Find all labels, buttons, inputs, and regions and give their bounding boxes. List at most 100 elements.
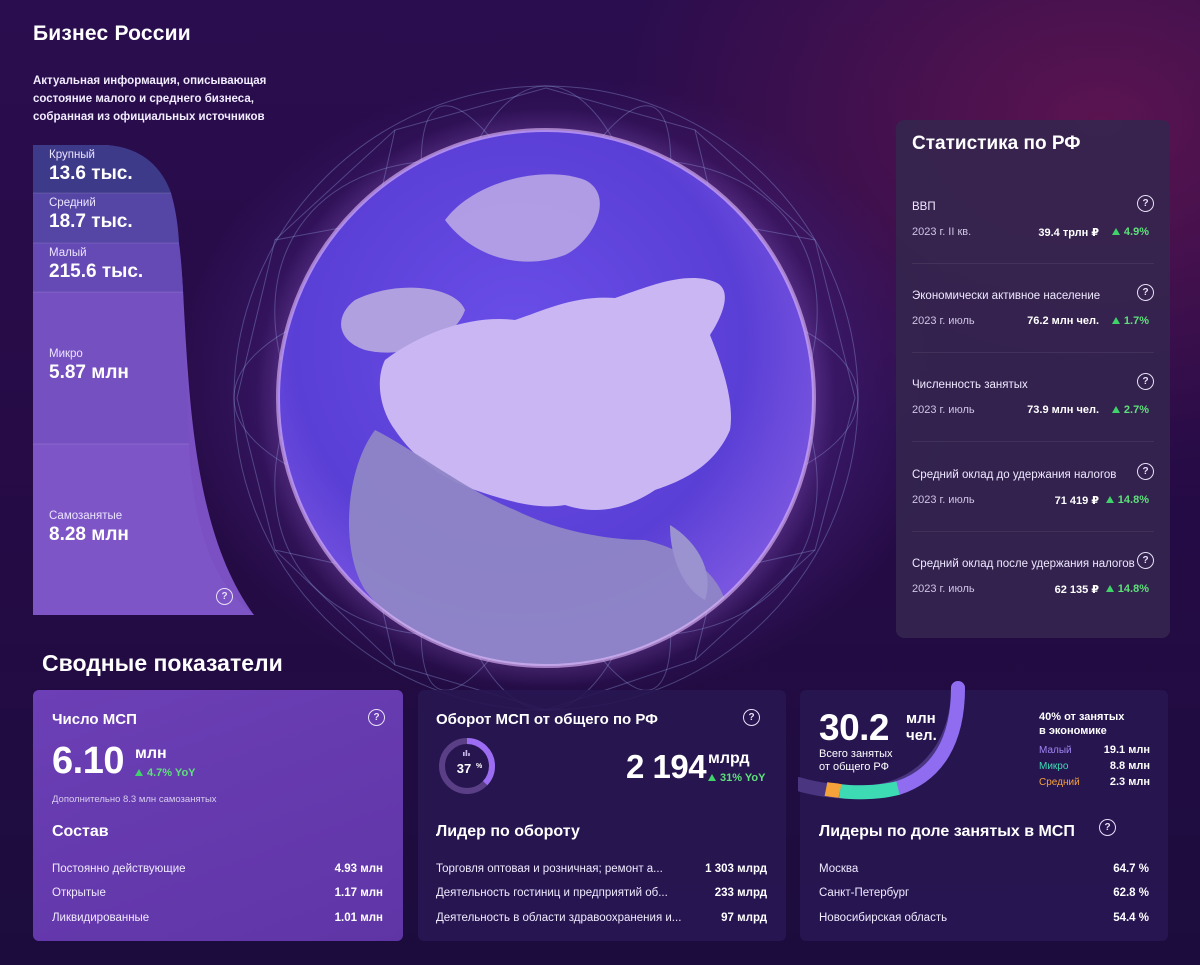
tier-value: 13.6 тыс.: [49, 163, 133, 184]
business-size-funnel: Крупный 13.6 тыс. Средний 18.7 тыс. Малы…: [33, 145, 254, 615]
stat-date: 2023 г. июль: [912, 315, 975, 327]
tier-label: Микро: [49, 348, 83, 360]
tier-label: Самозанятые: [49, 510, 123, 522]
stat-value: 62 135 ₽: [1054, 584, 1099, 596]
card-title: Оборот МСП от общего по РФ: [436, 711, 658, 728]
help-icon[interactable]: ?: [1137, 284, 1154, 301]
stat-name: Средний оклад после удержания налогов: [912, 558, 1135, 570]
help-icon[interactable]: ?: [1137, 373, 1154, 390]
composition-row-value: 1.01 млн: [334, 912, 383, 924]
msp-count-unit: млн: [135, 745, 167, 762]
tier-small: Малый 215.6 тыс.: [49, 247, 143, 283]
industry-row-value: 97 млрд: [721, 912, 767, 924]
region-row-value: 62.8 %: [1113, 887, 1149, 899]
up-triangle-icon: [1105, 496, 1114, 503]
turnover-yoy: 31% YoY: [708, 772, 765, 784]
msp-count-yoy: 4.7% YoY: [135, 767, 196, 779]
turnover-card: Оборот МСП от общего по РФ ? 37 % 2 194 …: [418, 690, 786, 941]
funnel-shape: [33, 145, 254, 615]
stat-active-population: Экономически активное население ? 2023 г…: [912, 284, 1154, 350]
composition-row-label: Открытые: [52, 887, 106, 899]
page-title: Бизнес России: [33, 22, 191, 45]
stat-change: 14.8%: [1105, 494, 1149, 506]
tier-medium: Средний 18.7 тыс.: [49, 197, 133, 233]
stats-title: Статистика по РФ: [912, 133, 1081, 154]
up-triangle-icon: [135, 769, 143, 776]
help-icon[interactable]: ?: [1099, 819, 1116, 836]
msp-count-card: Число МСП ? 6.10 млн 4.7% YoY Дополнител…: [33, 690, 403, 941]
stat-value: 73.9 млн чел.: [1027, 404, 1099, 416]
up-triangle-icon: [1111, 317, 1120, 324]
stat-change: 4.9%: [1111, 226, 1149, 238]
up-triangle-icon: [1111, 228, 1120, 235]
stat-value: 39.4 трлн ₽: [1038, 227, 1099, 239]
help-icon[interactable]: ?: [368, 709, 385, 726]
legend-value-micro: 8.8 млн: [1109, 760, 1150, 772]
stat-change: 1.7%: [1111, 315, 1149, 327]
turnover-share-donut: 37 %: [439, 738, 495, 794]
help-icon[interactable]: ?: [1137, 552, 1154, 569]
help-icon[interactable]: ?: [1137, 195, 1154, 212]
employment-value: 30.2: [819, 707, 890, 748]
tier-label: Малый: [49, 247, 87, 259]
region-row-value: 54.4 %: [1113, 912, 1149, 924]
region-row-value: 64.7 %: [1113, 863, 1149, 875]
help-icon[interactable]: ?: [1137, 463, 1154, 480]
card-title: Число МСП: [52, 711, 137, 728]
tier-label: Средний: [49, 197, 96, 209]
divider: [912, 441, 1154, 442]
stat-employed: Численность занятых ? 2023 г. июль 73.9 …: [912, 373, 1154, 439]
summary-title: Сводные показатели: [42, 650, 283, 676]
tier-value: 215.6 тыс.: [49, 261, 144, 282]
composition-row-label: Ликвидированные: [52, 912, 150, 924]
employment-share-line1: 40% от занятых: [1039, 711, 1125, 723]
employment-caption-line2: от общего РФ: [819, 761, 889, 773]
up-triangle-icon: [1105, 585, 1114, 592]
stat-value: 76.2 млн чел.: [1027, 315, 1099, 327]
stat-date: 2023 г. II кв.: [912, 226, 972, 238]
legend-label-medium: Средний: [1039, 777, 1080, 788]
legend-value-small: 19.1 млн: [1103, 744, 1150, 756]
industry-row-label: Деятельность гостиниц и предприятий об..…: [436, 887, 668, 899]
stat-change: 2.7%: [1111, 404, 1149, 416]
industry-row-label: Деятельность в области здравоохранения и…: [436, 912, 682, 924]
industry-row-value: 1 303 млрд: [705, 863, 767, 875]
tier-value: 18.7 тыс.: [49, 211, 133, 232]
tier-large: Крупный 13.6 тыс.: [49, 149, 133, 185]
tier-label: Крупный: [49, 149, 95, 161]
help-icon[interactable]: ?: [743, 709, 760, 726]
rf-statistics-panel: Статистика по РФ ВВП ? 2023 г. II кв. 39…: [896, 120, 1170, 638]
employment-unit-line1: млн: [906, 710, 936, 727]
employment-card: 30.2 млн чел. Всего занятых от общего РФ…: [798, 681, 1168, 941]
stat-salary-net: Средний оклад после удержания налогов ? …: [912, 552, 1154, 618]
turnover-unit: млрд: [708, 750, 750, 767]
up-triangle-icon: [708, 774, 716, 781]
stat-name: Численность занятых: [912, 379, 1028, 391]
legend-value-medium: 2.3 млн: [1109, 776, 1150, 788]
employment-caption-line1: Всего занятых: [819, 748, 893, 760]
legend-label-small: Малый: [1039, 745, 1072, 756]
self-employed-note: Дополнительно 8.3 млн самозанятых: [52, 794, 217, 805]
industry-row-value: 233 млрд: [714, 887, 767, 899]
msp-count-value: 6.10: [52, 740, 124, 782]
help-icon[interactable]: ?: [216, 588, 233, 605]
composition-title: Состав: [52, 823, 109, 840]
globe-visualization[interactable]: [215, 70, 875, 730]
legend-label-micro: Микро: [1039, 761, 1069, 772]
tier-self-employed: Самозанятые 8.28 млн: [49, 510, 129, 546]
stat-salary-gross: Средний оклад до удержания налогов ? 202…: [912, 463, 1154, 529]
region-row-label: Москва: [819, 863, 859, 875]
turnover-leaders-title: Лидер по обороту: [436, 823, 580, 840]
stat-date: 2023 г. июль: [912, 583, 975, 595]
globe-icon: [233, 85, 859, 711]
composition-row-label: Постоянно действующие: [52, 863, 186, 875]
turnover-share-number: 37: [457, 761, 471, 776]
composition-row-value: 4.93 млн: [334, 863, 383, 875]
employment-share-line2: в экономике: [1039, 725, 1107, 737]
divider: [912, 531, 1154, 532]
up-triangle-icon: [1111, 406, 1120, 413]
tier-value: 5.87 млн: [49, 362, 129, 383]
turnover-share-pct: %: [476, 763, 483, 770]
stat-name: ВВП: [912, 201, 936, 213]
divider: [912, 263, 1154, 264]
